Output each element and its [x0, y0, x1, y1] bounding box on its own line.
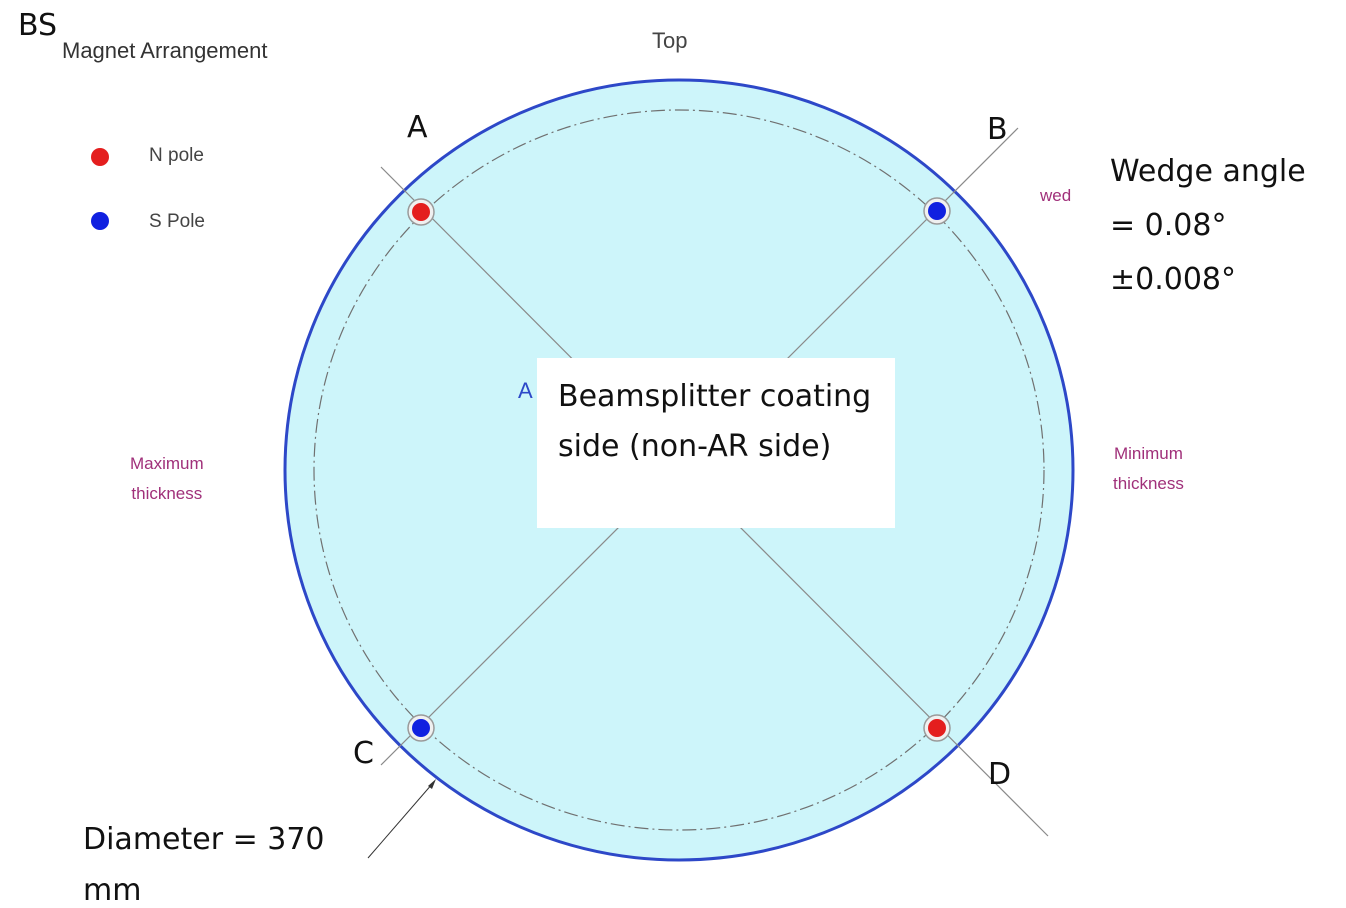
magnet-a	[407, 198, 435, 226]
magnet-b	[923, 197, 951, 225]
magnet-c-label: C	[353, 736, 374, 771]
diameter-line-2: mm	[83, 873, 142, 908]
max-thickness-line-2: thickness	[131, 484, 203, 503]
magnet-b-label: B	[987, 112, 1008, 147]
min-thickness-label: Minimum thickness	[1113, 439, 1184, 499]
diameter-arrowhead	[428, 779, 436, 789]
min-thickness-line-1: Minimum	[1113, 444, 1183, 463]
top-label: Top	[652, 28, 688, 53]
n-pole-legend-label: N pole	[149, 145, 204, 166]
magnet-d	[923, 714, 951, 742]
diameter-pointer	[367, 782, 434, 859]
magnet-a-dot	[412, 203, 430, 221]
magnet-d-dot	[928, 719, 946, 737]
magnet-c	[407, 714, 435, 742]
s-pole-legend-label: S Pole	[149, 211, 205, 232]
center-annotation-box	[537, 358, 895, 528]
min-thickness-line-2: thickness	[1113, 474, 1184, 493]
wedge-partial-label: wed	[1040, 186, 1072, 205]
magnet-a-label: A	[407, 110, 428, 145]
magnet-c-dot	[412, 719, 430, 737]
s-pole-legend-dot	[91, 212, 109, 230]
bs-label: BS	[18, 8, 58, 43]
diameter-line-1: Diameter = 370	[83, 822, 325, 857]
center-annotation-text: Beamsplitter coating side (non-AR side)	[558, 379, 872, 464]
magnet-d-label: D	[988, 757, 1012, 792]
inner-ring	[313, 109, 1045, 831]
magnet-b-dot	[928, 202, 946, 220]
legend-title: Magnet Arrangement	[62, 38, 268, 63]
wedge-angle-annotation: Wedge angle = 0.08°±0.008°	[1110, 154, 1306, 297]
center-partial-label: A	[518, 378, 533, 403]
max-thickness-label: Maximum thickness	[130, 449, 204, 509]
max-thickness-line-1: Maximum	[130, 454, 204, 473]
n-pole-legend-dot	[91, 148, 109, 166]
